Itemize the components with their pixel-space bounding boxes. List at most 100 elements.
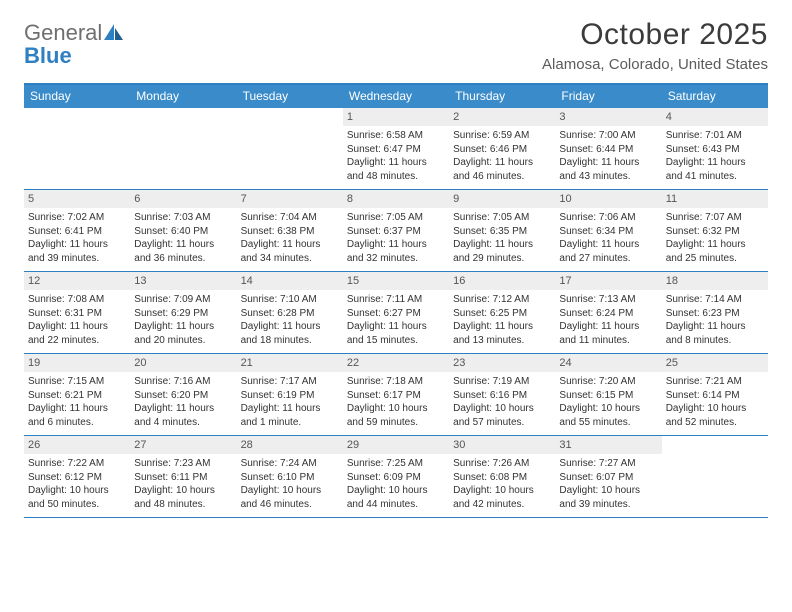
calendar: Sunday Monday Tuesday Wednesday Thursday… xyxy=(24,83,768,518)
dow-saturday: Saturday xyxy=(662,85,768,108)
sunrise-line: Sunrise: 7:14 AM xyxy=(666,293,764,307)
sunrise-line: Sunrise: 7:17 AM xyxy=(241,375,339,389)
sunset-line: Sunset: 6:27 PM xyxy=(347,307,445,321)
dow-monday: Monday xyxy=(130,85,236,108)
day-cell: 28 Sunrise: 7:24 AMSunset: 6:10 PMDayligh… xyxy=(237,436,343,517)
day-number: 7 xyxy=(237,190,343,208)
sunset-line: Sunset: 6:16 PM xyxy=(453,389,551,403)
dow-row: Sunday Monday Tuesday Wednesday Thursday… xyxy=(24,85,768,108)
daylight-line: Daylight: 11 hours and 11 minutes. xyxy=(559,320,657,347)
day-number: 16 xyxy=(449,272,555,290)
sunset-line: Sunset: 6:08 PM xyxy=(453,471,551,485)
daylight-line: Daylight: 11 hours and 48 minutes. xyxy=(347,156,445,183)
daylight-line: Daylight: 11 hours and 8 minutes. xyxy=(666,320,764,347)
day-cell: 14Sunrise: 7:10 AMSunset: 6:28 PMDayligh… xyxy=(237,272,343,353)
day-cell: 21Sunrise: 7:17 AMSunset: 6:19 PMDayligh… xyxy=(237,354,343,435)
day-cell: 15Sunrise: 7:11 AMSunset: 6:27 PMDayligh… xyxy=(343,272,449,353)
sunset-line: Sunset: 6:41 PM xyxy=(28,225,126,239)
day-cell: 9Sunrise: 7:05 AMSunset: 6:35 PMDaylight… xyxy=(449,190,555,271)
logo-blue: Blue xyxy=(24,43,72,68)
sunrise-line: Sunrise: 7:11 AM xyxy=(347,293,445,307)
sunrise-line: Sunrise: 7:07 AM xyxy=(666,211,764,225)
logo: General Blue xyxy=(24,18,124,68)
daylight-line: Daylight: 11 hours and 34 minutes. xyxy=(241,238,339,265)
day-number: 3 xyxy=(555,108,661,126)
daylight-line: Daylight: 11 hours and 25 minutes. xyxy=(666,238,764,265)
day-cell: 1Sunrise: 6:58 AMSunset: 6:47 PMDaylight… xyxy=(343,108,449,189)
day-number: 26 xyxy=(24,436,130,454)
day-number: 10 xyxy=(555,190,661,208)
daylight-line: Daylight: 11 hours and 36 minutes. xyxy=(134,238,232,265)
day-cell: 17Sunrise: 7:13 AMSunset: 6:24 PMDayligh… xyxy=(555,272,661,353)
sunset-line: Sunset: 6:23 PM xyxy=(666,307,764,321)
daylight-line: Daylight: 11 hours and 32 minutes. xyxy=(347,238,445,265)
day-cell: 7Sunrise: 7:04 AMSunset: 6:38 PMDaylight… xyxy=(237,190,343,271)
day-cell xyxy=(130,108,236,189)
sunrise-line: Sunrise: 7:03 AM xyxy=(134,211,232,225)
day-cell: 16Sunrise: 7:12 AMSunset: 6:25 PMDayligh… xyxy=(449,272,555,353)
day-cell: 6Sunrise: 7:03 AMSunset: 6:40 PMDaylight… xyxy=(130,190,236,271)
daylight-line: Daylight: 10 hours and 59 minutes. xyxy=(347,402,445,429)
sunrise-line: Sunrise: 7:27 AM xyxy=(559,457,657,471)
day-cell: 11Sunrise: 7:07 AMSunset: 6:32 PMDayligh… xyxy=(662,190,768,271)
location: Alamosa, Colorado, United States xyxy=(542,56,768,73)
dow-tuesday: Tuesday xyxy=(237,85,343,108)
day-number: 18 xyxy=(662,272,768,290)
daylight-line: Daylight: 11 hours and 15 minutes. xyxy=(347,320,445,347)
day-number: 30 xyxy=(449,436,555,454)
day-cell: 10Sunrise: 7:06 AMSunset: 6:34 PMDayligh… xyxy=(555,190,661,271)
daylight-line: Daylight: 10 hours and 46 minutes. xyxy=(241,484,339,511)
daylight-line: Daylight: 10 hours and 42 minutes. xyxy=(453,484,551,511)
sunset-line: Sunset: 6:31 PM xyxy=(28,307,126,321)
day-cell: 4Sunrise: 7:01 AMSunset: 6:43 PMDaylight… xyxy=(662,108,768,189)
sunset-line: Sunset: 6:46 PM xyxy=(453,143,551,157)
sunset-line: Sunset: 6:34 PM xyxy=(559,225,657,239)
sunrise-line: Sunrise: 7:10 AM xyxy=(241,293,339,307)
day-number: 23 xyxy=(449,354,555,372)
day-cell xyxy=(237,108,343,189)
day-number: 1 xyxy=(343,108,449,126)
daylight-line: Daylight: 11 hours and 41 minutes. xyxy=(666,156,764,183)
sunrise-line: Sunrise: 7:21 AM xyxy=(666,375,764,389)
day-number: 8 xyxy=(343,190,449,208)
sunrise-line: Sunrise: 7:08 AM xyxy=(28,293,126,307)
sunset-line: Sunset: 6:32 PM xyxy=(666,225,764,239)
sunrise-line: Sunrise: 7:02 AM xyxy=(28,211,126,225)
day-cell: 3Sunrise: 7:00 AMSunset: 6:44 PMDaylight… xyxy=(555,108,661,189)
sunset-line: Sunset: 6:20 PM xyxy=(134,389,232,403)
day-cell: 5Sunrise: 7:02 AMSunset: 6:41 PMDaylight… xyxy=(24,190,130,271)
daylight-line: Daylight: 11 hours and 46 minutes. xyxy=(453,156,551,183)
day-number: 31 xyxy=(555,436,661,454)
sunrise-line: Sunrise: 7:19 AM xyxy=(453,375,551,389)
daylight-line: Daylight: 11 hours and 18 minutes. xyxy=(241,320,339,347)
day-number: 29 xyxy=(343,436,449,454)
sunrise-line: Sunrise: 7:06 AM xyxy=(559,211,657,225)
sunrise-line: Sunrise: 7:05 AM xyxy=(453,211,551,225)
day-cell: 13Sunrise: 7:09 AMSunset: 6:29 PMDayligh… xyxy=(130,272,236,353)
sunset-line: Sunset: 6:47 PM xyxy=(347,143,445,157)
daylight-line: Daylight: 11 hours and 20 minutes. xyxy=(134,320,232,347)
logo-text-block: General Blue xyxy=(24,22,124,68)
sunrise-line: Sunrise: 7:20 AM xyxy=(559,375,657,389)
sunset-line: Sunset: 6:15 PM xyxy=(559,389,657,403)
sunset-line: Sunset: 6:14 PM xyxy=(666,389,764,403)
sunrise-line: Sunrise: 7:23 AM xyxy=(134,457,232,471)
sunset-line: Sunset: 6:29 PM xyxy=(134,307,232,321)
dow-thursday: Thursday xyxy=(449,85,555,108)
day-number xyxy=(237,108,343,114)
day-cell: 26Sunrise: 7:22 AMSunset: 6:12 PMDayligh… xyxy=(24,436,130,517)
day-number: 4 xyxy=(662,108,768,126)
day-cell: 24Sunrise: 7:20 AMSunset: 6:15 PMDayligh… xyxy=(555,354,661,435)
header: General Blue October 2025 Alamosa, Color… xyxy=(24,18,768,73)
week-row: 1Sunrise: 6:58 AMSunset: 6:47 PMDaylight… xyxy=(24,108,768,190)
day-cell: 29Sunrise: 7:25 AMSunset: 6:09 PMDayligh… xyxy=(343,436,449,517)
sunrise-line: Sunrise: 7:24 AM xyxy=(241,457,339,471)
sunset-line: Sunset: 6:11 PM xyxy=(134,471,232,485)
day-number: 28 xyxy=(237,436,343,454)
sunrise-line: Sunrise: 7:18 AM xyxy=(347,375,445,389)
daylight-line: Daylight: 10 hours and 44 minutes. xyxy=(347,484,445,511)
sunset-line: Sunset: 6:10 PM xyxy=(241,471,339,485)
daylight-line: Daylight: 10 hours and 55 minutes. xyxy=(559,402,657,429)
dow-sunday: Sunday xyxy=(24,85,130,108)
day-cell: 23Sunrise: 7:19 AMSunset: 6:16 PMDayligh… xyxy=(449,354,555,435)
